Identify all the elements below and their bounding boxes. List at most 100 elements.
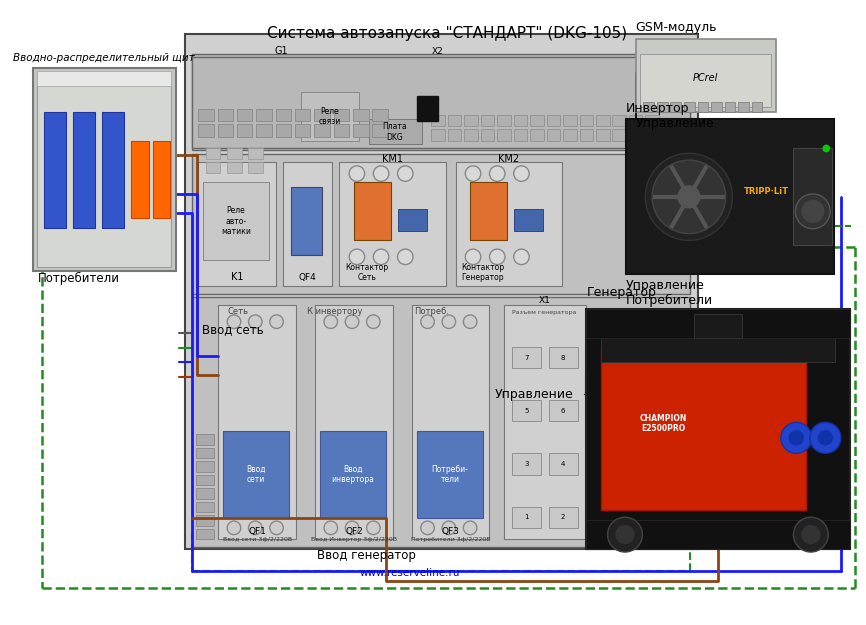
Circle shape: [397, 249, 413, 264]
Circle shape: [249, 521, 262, 534]
Bar: [546, 114, 560, 126]
Bar: [206, 149, 221, 159]
Circle shape: [346, 521, 359, 534]
Text: 3: 3: [524, 461, 528, 467]
Text: QF4: QF4: [299, 273, 316, 282]
Bar: [33, 68, 176, 271]
Bar: [579, 129, 593, 141]
Bar: [102, 112, 124, 228]
Text: 1: 1: [524, 514, 528, 520]
Text: Реле
связи: Реле связи: [319, 107, 341, 126]
Text: Потребители: Потребители: [626, 294, 713, 307]
Circle shape: [227, 315, 241, 329]
Bar: [629, 129, 643, 141]
Bar: [218, 305, 296, 539]
Circle shape: [324, 521, 338, 534]
Text: QF3: QF3: [442, 527, 460, 536]
Bar: [295, 109, 310, 121]
Bar: [694, 314, 742, 338]
Bar: [548, 347, 578, 368]
Bar: [256, 124, 272, 137]
Text: 5: 5: [524, 408, 528, 414]
Circle shape: [463, 315, 477, 329]
Text: Ввод
инвертора: Ввод инвертора: [332, 465, 374, 484]
Bar: [481, 114, 494, 126]
Bar: [504, 305, 586, 539]
Bar: [548, 400, 578, 421]
Text: Потреб.: Потреб.: [414, 307, 449, 316]
Bar: [448, 129, 462, 141]
Circle shape: [795, 194, 830, 229]
Circle shape: [373, 166, 389, 181]
Bar: [314, 109, 330, 121]
Circle shape: [349, 166, 365, 181]
Text: Вводно-распределительный щит: Вводно-распределительный щит: [14, 53, 195, 63]
Bar: [711, 102, 721, 112]
Circle shape: [465, 249, 481, 264]
Bar: [192, 154, 690, 294]
Circle shape: [324, 315, 338, 329]
Bar: [192, 298, 690, 548]
Bar: [548, 453, 578, 474]
Bar: [320, 431, 386, 518]
Bar: [643, 102, 654, 112]
Bar: [197, 529, 214, 539]
Circle shape: [373, 249, 389, 264]
Bar: [586, 309, 850, 338]
Bar: [670, 102, 682, 112]
Bar: [203, 182, 268, 260]
Circle shape: [652, 160, 726, 234]
Bar: [645, 114, 659, 126]
Text: G1: G1: [275, 46, 288, 56]
Bar: [514, 129, 527, 141]
Text: QF2: QF2: [346, 527, 363, 536]
Bar: [315, 305, 392, 539]
Text: CHAMPION
E2500PRO: CHAMPION E2500PRO: [640, 414, 688, 433]
Circle shape: [442, 315, 456, 329]
Text: Ввод сети 3ф/2/220В: Ввод сети 3ф/2/220В: [223, 538, 292, 542]
Circle shape: [346, 315, 359, 329]
Bar: [698, 102, 708, 112]
Circle shape: [801, 525, 820, 544]
Bar: [44, 112, 66, 228]
Bar: [563, 114, 577, 126]
Bar: [223, 431, 289, 518]
Circle shape: [645, 153, 733, 241]
Text: Разъем генератора: Разъем генератора: [513, 310, 577, 315]
Text: X2: X2: [431, 46, 443, 56]
Bar: [37, 73, 171, 266]
Bar: [197, 515, 214, 526]
Bar: [563, 129, 577, 141]
Circle shape: [349, 249, 365, 264]
Circle shape: [801, 200, 824, 223]
Circle shape: [793, 518, 828, 552]
Bar: [417, 431, 482, 518]
Text: Потребители: Потребители: [37, 272, 120, 284]
Text: 4: 4: [561, 461, 565, 467]
Text: Управление: Управление: [494, 388, 573, 401]
Bar: [431, 114, 445, 126]
Bar: [354, 182, 391, 241]
Text: Система автозапуска "СТАНДАРТ" (DKG-105): Система автозапуска "СТАНДАРТ" (DKG-105): [267, 26, 627, 41]
Circle shape: [489, 249, 505, 264]
Bar: [184, 34, 698, 549]
Text: KM2: KM2: [498, 154, 520, 164]
Bar: [601, 348, 806, 511]
Bar: [237, 109, 252, 121]
Bar: [612, 114, 626, 126]
Bar: [295, 124, 310, 137]
Bar: [464, 114, 478, 126]
Text: Контактор
Генератор: Контактор Генератор: [462, 262, 504, 282]
Text: www.reserveline.ru: www.reserveline.ru: [360, 568, 461, 578]
Circle shape: [810, 422, 841, 453]
Bar: [217, 124, 233, 137]
Bar: [546, 129, 560, 141]
Circle shape: [465, 166, 481, 181]
Bar: [333, 124, 349, 137]
Bar: [530, 114, 544, 126]
Circle shape: [616, 525, 635, 544]
Circle shape: [366, 521, 380, 534]
Bar: [586, 309, 850, 549]
Text: Инвертор: Инвертор: [626, 102, 689, 114]
Bar: [431, 129, 445, 141]
